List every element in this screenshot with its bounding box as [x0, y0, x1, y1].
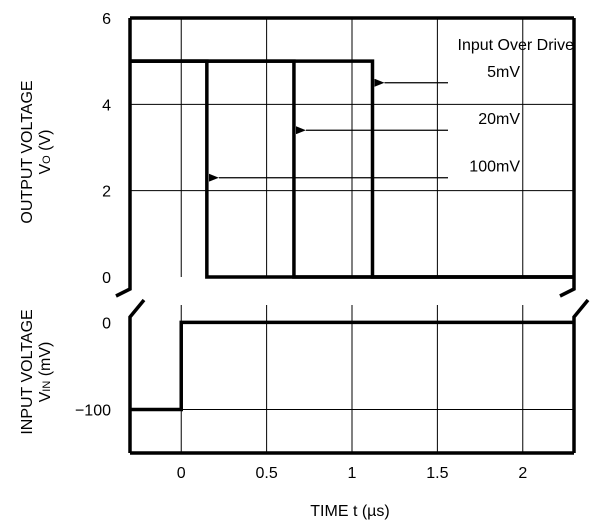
- x-tick-label: 1.5: [426, 465, 448, 482]
- x-tick-label: 0: [177, 465, 186, 482]
- frame-right-upper: [559, 18, 576, 298]
- plot-frame: [115, 16, 590, 455]
- x-tick-label: 2: [518, 465, 527, 482]
- tick-labels: 0 2 4 6 0 −100 0 0.5 1 1.5 2: [75, 11, 527, 482]
- overdrive-label-100mv: 100mV: [469, 159, 520, 176]
- legend-title: Input Over Drive: [458, 37, 575, 54]
- upper-y-tick-label: 4: [102, 97, 111, 114]
- frame-left-upper: [115, 18, 132, 298]
- x-tick-label: 0.5: [255, 465, 277, 482]
- series-line-100mv: [130, 59, 574, 279]
- lower-y-axis-title: INPUT VOLTAGE: [19, 309, 36, 434]
- overdrive-label-5mv: 5mV: [487, 64, 520, 81]
- series-layer: [130, 59, 574, 412]
- x-axis-title: TIME t (µs): [310, 503, 389, 520]
- frame-left-lower: [128, 298, 146, 453]
- lower-y-axis-symbol: VIN (mV): [37, 342, 54, 403]
- upper-y-tick-label: 6: [102, 11, 111, 28]
- lower-y-tick-label: −100: [75, 402, 111, 419]
- input-step-line: [130, 320, 574, 412]
- frame-right-lower: [572, 298, 590, 453]
- upper-y-tick-label: 0: [102, 270, 111, 287]
- upper-y-axis-title: OUTPUT VOLTAGE: [19, 80, 36, 223]
- lower-y-tick-label: 0: [102, 315, 111, 332]
- overdrive-label-20mv: 20mV: [478, 111, 520, 128]
- upper-y-tick-label: 2: [102, 184, 111, 201]
- grid: [130, 18, 574, 453]
- x-tick-label: 1: [348, 465, 357, 482]
- annotation-layer: 5mV 20mV 100mV: [208, 64, 520, 182]
- upper-y-axis-symbol: VO (V): [37, 129, 54, 174]
